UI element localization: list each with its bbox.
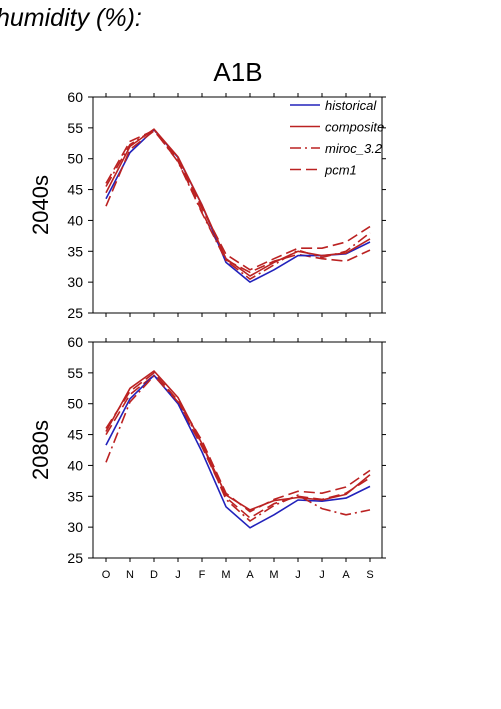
x-tick-label: A [246, 569, 254, 581]
series-line-extra [105, 374, 371, 519]
y-tick-label: 60 [67, 334, 83, 350]
legend-label: miroc_3.2 [325, 141, 383, 156]
panel-row-label: 2040s [28, 175, 53, 235]
y-tick-label: 45 [67, 182, 83, 198]
y-tick-label: 50 [67, 396, 83, 412]
plot-frame [92, 341, 383, 559]
x-tick-label: J [175, 569, 181, 581]
plot-frame [92, 96, 383, 314]
chart-panel-2040s: 25 30 35 40 45 50 55 60 2040s historical composite… [28, 89, 386, 321]
y-tick-label: 60 [67, 89, 83, 105]
x-tick-label: D [150, 569, 158, 581]
series-line-pcm1 [105, 130, 371, 271]
series-line-pcm1 [105, 372, 371, 513]
x-tick-label: J [295, 569, 301, 581]
y-tick-label: 55 [67, 365, 83, 381]
x-tick-label: A [342, 569, 350, 581]
y-tick-label: 25 [67, 305, 83, 321]
series-line-miroc-3-2 [105, 128, 371, 280]
y-tick-label: 45 [67, 427, 83, 443]
series-line-miroc-3-2 [105, 375, 371, 522]
series-line-historical [105, 374, 371, 529]
panel-row-label: 2080s [28, 420, 53, 480]
legend-label: historical [325, 98, 377, 113]
series-lines [105, 370, 371, 529]
x-tick-label: M [269, 569, 278, 581]
x-tick-label: N [126, 569, 134, 581]
y-tick-label: 30 [67, 274, 83, 290]
header-title: humidity (%): [0, 4, 142, 32]
y-tick-label: 25 [67, 550, 83, 566]
chart-panel-2080s: 25 30 35 40 45 50 55 60 O N D J F M A M J J A S 2080s [28, 334, 386, 581]
y-tick-label: 30 [67, 519, 83, 535]
x-tick-label: M [221, 569, 230, 581]
y-tick-label: 50 [67, 151, 83, 167]
chart-panels: 25 30 35 40 45 50 55 60 2040s historical composite… [28, 89, 386, 581]
series-lines [105, 128, 371, 283]
y-tick-label: 35 [67, 488, 83, 504]
x-tick-label: O [102, 569, 111, 581]
x-tick-label: S [366, 569, 373, 581]
legend: historical composite miroc_3.2 pcm1 [290, 98, 384, 178]
x-tick-label: F [199, 569, 206, 581]
scenario-title: A1B [213, 57, 262, 87]
legend-label: pcm1 [324, 163, 357, 178]
x-tick-label: J [319, 569, 325, 581]
y-tick-label: 40 [67, 457, 83, 473]
y-tick-label: 55 [67, 120, 83, 136]
legend-label: composite [325, 120, 384, 135]
y-tick-label: 35 [67, 243, 83, 259]
y-tick-label: 40 [67, 212, 83, 228]
series-line-composite [105, 370, 371, 511]
